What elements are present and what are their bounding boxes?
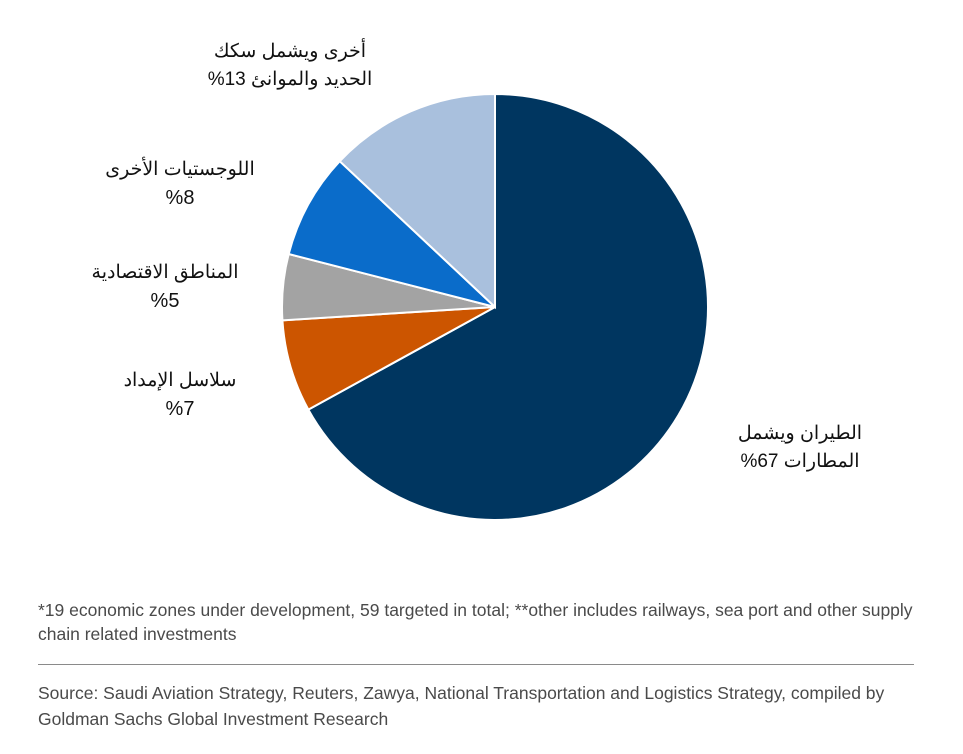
- pie-chart: [281, 92, 709, 521]
- label-other-logistics-name: اللوجستيات الأخرى: [105, 159, 255, 180]
- label-other-logistics: اللوجستيات الأخرى %8: [80, 156, 280, 212]
- label-other-logistics-pct: %8: [165, 187, 195, 209]
- label-supply-chain-name: سلاسل الإمداد: [123, 370, 237, 391]
- label-aviation: الطيران ويشمل المطارات %67: [700, 420, 900, 476]
- source-note: Source: Saudi Aviation Strategy, Reuters…: [38, 683, 885, 729]
- label-supply-chain-pct: %7: [165, 398, 195, 420]
- label-aviation-name-1: الطيران ويشمل: [737, 423, 863, 444]
- label-aviation-name-2-text: المطارات: [783, 451, 860, 472]
- label-economic-zones-name: المناطق الاقتصادية: [91, 262, 239, 283]
- pie-slice-other-logistics: [287, 159, 496, 308]
- pie-slice-other-rail-ports: [338, 92, 496, 310]
- label-supply-chain: سلاسل الإمداد %7: [90, 367, 270, 423]
- label-aviation-name-2: المطارات %67: [700, 448, 900, 476]
- label-other-rail-ports-name-2: الحديد والموانئ %13: [180, 66, 400, 94]
- label-other-rail-ports: أخرى ويشمل سكك الحديد والموانئ %13: [180, 38, 400, 94]
- label-aviation-pct: %67: [740, 451, 779, 472]
- footnote: *19 economic zones under development, 59…: [38, 600, 913, 644]
- label-economic-zones-pct: %5: [150, 290, 180, 312]
- label-other-rail-ports-name-2-text: الحديد والموانئ: [251, 69, 373, 90]
- divider: [38, 664, 914, 665]
- label-other-rail-ports-pct: %13: [207, 69, 246, 90]
- label-other-rail-ports-name-1: أخرى ويشمل سكك: [213, 41, 367, 62]
- label-economic-zones: المناطق الاقتصادية %5: [60, 259, 270, 315]
- pie-slice-aviation: [306, 92, 709, 521]
